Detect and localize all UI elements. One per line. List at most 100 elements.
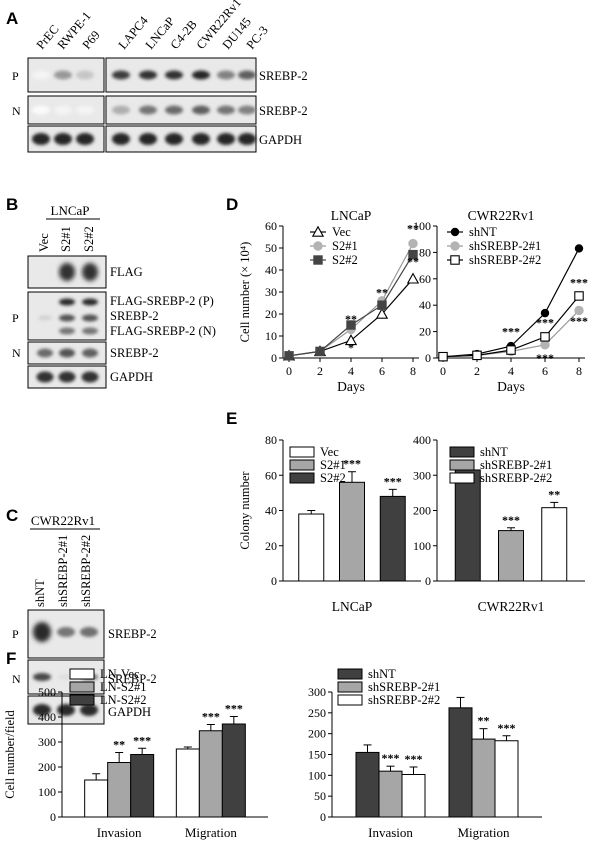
y-tick-label: 100 [413, 539, 431, 553]
significance-mark: ** [345, 312, 357, 326]
y-tick-label: 10 [265, 329, 277, 343]
band-b-n-2 [82, 348, 98, 358]
y-tick-label: 40 [265, 263, 277, 277]
x-category-label: Migration [458, 825, 510, 840]
significance-mark: ** [113, 738, 125, 752]
band-b-g-0 [36, 371, 54, 383]
y-tick-label: 20 [419, 325, 431, 339]
data-point [408, 238, 418, 249]
legend-swatch [69, 694, 95, 706]
legend-swatch [289, 446, 315, 458]
side-label-a-0: P [12, 69, 19, 83]
y-tick-label: 100 [413, 219, 431, 233]
significance-mark: *** [536, 315, 554, 329]
data-point [540, 340, 550, 350]
band-b-flag-1 [59, 263, 75, 281]
legend-label: shNT [480, 445, 508, 459]
legend-swatch [69, 668, 95, 680]
band-a-2-1 [54, 133, 72, 145]
significance-mark: *** [382, 751, 400, 765]
chart-title: CWR22Rv1 [468, 208, 535, 223]
band-c-p-1 [57, 627, 75, 637]
y-tick-label: 50 [265, 241, 277, 255]
lane-label-b-1: S2#1 [59, 226, 73, 252]
side-label-b-n: N [12, 346, 21, 360]
side-label-c-0: P [12, 627, 19, 641]
lane-label-b-0: Vec [37, 233, 51, 252]
row-label-a-1: SREBP-2 [259, 104, 308, 118]
legend-label: shNT [368, 667, 396, 681]
data-point [574, 305, 584, 316]
band-a-2-6 [192, 133, 210, 145]
panel-letter-f: F [6, 649, 16, 668]
y-tick-label: 0 [271, 574, 277, 588]
row-label-c-2: GAPDH [108, 705, 151, 719]
legend-label: shSREBP-2#2 [480, 471, 552, 485]
data-point [540, 308, 550, 318]
data-point [408, 249, 418, 260]
band-a-0-2 [76, 70, 94, 80]
significance-mark: *** [498, 721, 516, 735]
y-tick-label: 200 [308, 727, 326, 741]
y-tick-label: 0 [50, 810, 56, 824]
band-a-0-8 [238, 70, 256, 80]
legend-marker [450, 241, 460, 251]
data-point [574, 244, 584, 253]
significance-mark: * [348, 340, 354, 354]
bar [339, 481, 365, 582]
y-tick-label: 300 [38, 735, 56, 749]
chart-title: LNCaP [331, 208, 372, 223]
data-point [506, 345, 516, 355]
band-b-p2-1 [82, 314, 98, 322]
panel-a-blots: P SREBP-2 N SREBP-2 GAPDH [12, 57, 308, 153]
band-c-g-0 [33, 704, 51, 716]
x-axis-label: Days [337, 379, 365, 394]
significance-mark: *** [225, 702, 243, 716]
x-tick-label: 0 [440, 364, 446, 378]
legend-label: LN-S2#1 [100, 680, 147, 694]
significance-mark: ** [407, 222, 419, 236]
legend-swatch [449, 459, 475, 471]
bar [378, 770, 403, 818]
legend-label: shSREBP-2#2 [469, 253, 541, 267]
y-tick-label: 60 [265, 219, 277, 233]
bar [355, 751, 380, 818]
legend-swatch [449, 472, 475, 484]
legend-swatch [289, 459, 315, 471]
band-b-n-0 [37, 348, 53, 358]
band-a-1-0 [32, 105, 50, 115]
data-point [574, 291, 584, 301]
legend-swatch [289, 472, 315, 484]
lane-label-c-2: shSREBP-2#2 [79, 535, 93, 607]
chart-d-lncap: 0 10 20 30 40 50 60 Cell number (× 10⁴) 0 2 4 6 8 Day… [238, 208, 420, 394]
band-b-p1-1 [59, 314, 75, 322]
data-point [406, 272, 420, 284]
significance-mark: *** [343, 457, 361, 471]
band-b-g-1 [58, 371, 76, 383]
bar [454, 469, 481, 582]
row-label-a-2: GAPDH [259, 133, 302, 147]
panel-b-group-label: LNCaP [51, 203, 90, 218]
data-point [438, 351, 448, 362]
significance-mark: *** [570, 314, 588, 328]
band-c-p-2 [80, 627, 98, 637]
significance-mark: *** [502, 513, 520, 527]
row-label-b-n: SREBP-2 [110, 346, 159, 360]
y-tick-label: 300 [413, 468, 431, 482]
data-point [315, 346, 325, 357]
y-tick-label: 400 [38, 710, 56, 724]
bar [541, 507, 568, 582]
y-tick-label: 50 [314, 789, 326, 803]
band-b-p2-0 [82, 298, 98, 306]
band-a-1-5 [165, 105, 183, 115]
lane-label-b-2: S2#2 [82, 226, 96, 252]
significance-mark: *** [536, 351, 554, 365]
y-tick-label: 0 [425, 574, 431, 588]
band-a-1-1 [54, 105, 72, 115]
side-label-a-1: N [12, 104, 21, 118]
side-label-b-p: P [12, 311, 19, 325]
legend-swatch [337, 694, 363, 706]
